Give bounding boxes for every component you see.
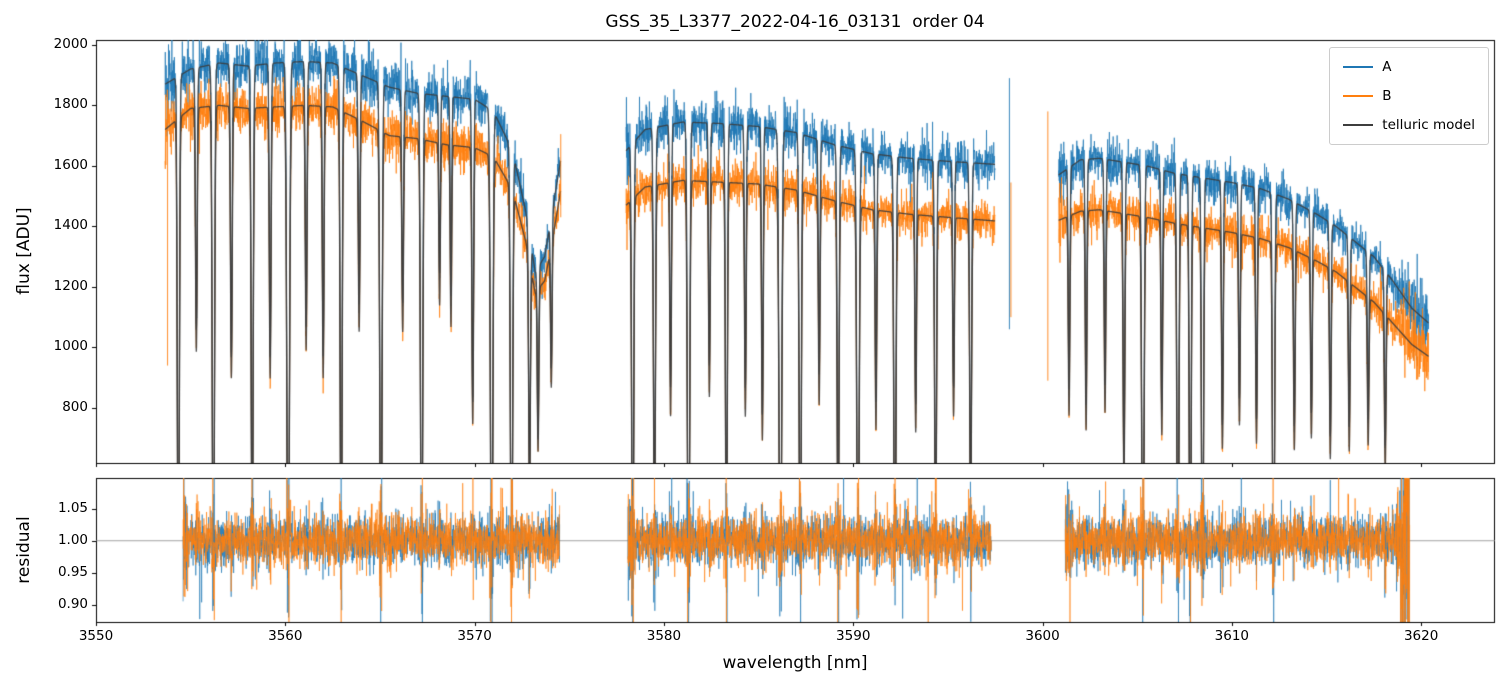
flux-tick-label: 2000 xyxy=(53,35,88,52)
residual-tick-label: 1.00 xyxy=(57,531,88,548)
legend-label-a: A xyxy=(1382,59,1392,75)
legend-line-sample-b xyxy=(1343,95,1374,97)
residual-tick-label: 0.90 xyxy=(57,595,88,612)
residual-tick-label: 0.95 xyxy=(57,563,88,580)
legend-entry-b: B xyxy=(1343,86,1475,106)
x-tick-label: 3570 xyxy=(457,628,492,644)
x-tick-label: 3590 xyxy=(836,628,871,644)
residual-tick-label: 1.05 xyxy=(57,499,88,516)
legend-label-b: B xyxy=(1382,88,1392,104)
x-tick-label: 3600 xyxy=(1025,628,1060,644)
legend-entry-telluric: telluric model xyxy=(1343,115,1475,135)
flux-tick-label: 1000 xyxy=(53,338,88,355)
x-tick-label: 3560 xyxy=(268,628,303,644)
flux-tick-label: 1800 xyxy=(53,96,88,113)
x-tick-label: 3550 xyxy=(78,628,114,644)
flux-tick-label: 1200 xyxy=(53,277,88,294)
plot-title: GSS_35_L3377_2022-04-16_03131 order 04 xyxy=(605,12,985,32)
legend: A B telluric model xyxy=(1329,47,1489,145)
flux-tick-label: 1600 xyxy=(53,156,88,173)
x-axis-label: wavelength [nm] xyxy=(722,653,868,673)
legend-label-telluric: telluric model xyxy=(1382,117,1475,133)
x-tick-label: 3620 xyxy=(1403,628,1439,644)
legend-line-sample-a xyxy=(1343,66,1374,68)
flux-tick-label: 800 xyxy=(62,398,88,415)
x-tick-label: 3580 xyxy=(646,628,682,644)
flux-tick-label: 1400 xyxy=(53,217,88,234)
x-tick-label: 3610 xyxy=(1214,628,1250,644)
legend-entry-a: A xyxy=(1343,57,1475,77)
legend-line-sample-telluric xyxy=(1343,124,1374,126)
